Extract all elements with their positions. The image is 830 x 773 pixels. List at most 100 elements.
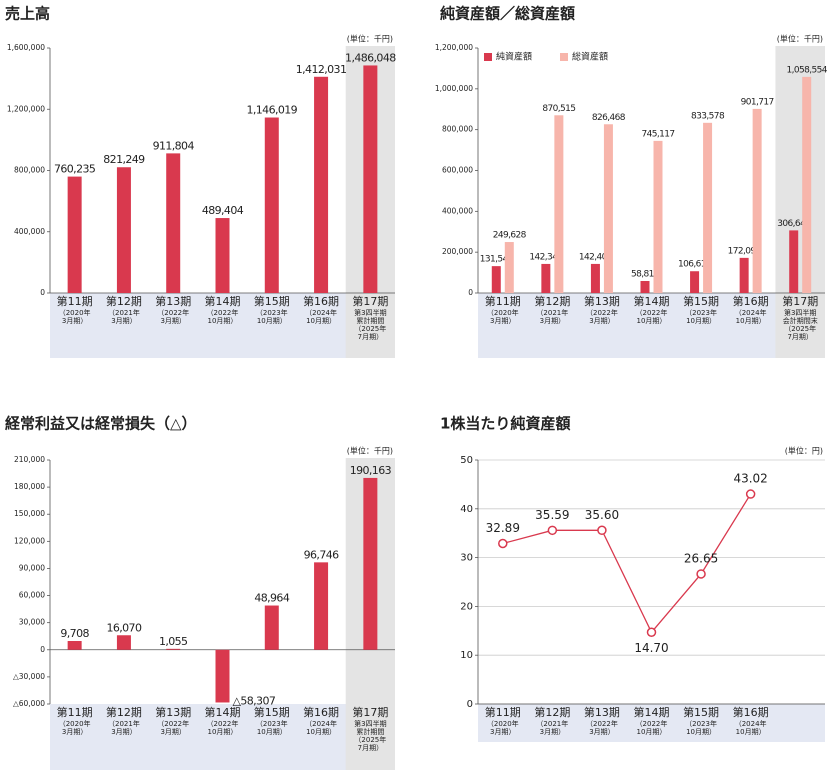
value-label: 306,645	[777, 219, 810, 229]
value-label: 1,058,554	[787, 65, 828, 75]
y-tick-label: 1,000,000	[435, 84, 473, 93]
y-tick-label: 0	[468, 288, 473, 297]
y-tick-label: 50	[460, 455, 473, 466]
value-label: 870,515	[542, 104, 575, 114]
y-tick-label: 1,200,000	[435, 43, 473, 52]
legend-swatch	[560, 53, 568, 61]
bar	[215, 649, 230, 703]
x-tick-label: 第17期 第3四半期 累計期間 （2025年 7月期）	[352, 295, 389, 341]
y-tick-label: 800,000	[442, 125, 473, 134]
value-label: 489,404	[202, 204, 244, 217]
value-label: 142,343	[529, 252, 562, 262]
unit-label: (単位：円)	[785, 446, 823, 456]
bar	[264, 605, 279, 650]
bar	[363, 65, 378, 293]
x-tick-label: 第13期 （2022年 3月期）	[155, 295, 192, 325]
y-tick-label: 0	[40, 645, 45, 654]
value-label: 821,249	[103, 153, 145, 166]
y-tick-label: 0	[467, 699, 473, 710]
y-tick-label: 1,600,000	[7, 43, 45, 52]
value-label: 1,486,048	[345, 51, 396, 64]
y-tick-label: 40	[460, 504, 473, 515]
bar	[264, 117, 279, 293]
value-label: 901,717	[741, 97, 774, 107]
category-band	[50, 293, 395, 358]
bar	[314, 562, 329, 650]
x-tick-label: 第15期 （2023年 10月期）	[253, 295, 290, 325]
unit-label: (単位：千円)	[347, 34, 393, 44]
x-tick-label: 第14期 （2022年 10月期）	[633, 295, 670, 325]
bar	[314, 76, 329, 294]
value-label: 142,402	[579, 252, 612, 262]
y-tick-label: 800,000	[14, 166, 45, 175]
value-label: 172,097	[728, 246, 761, 256]
bar	[363, 477, 378, 650]
legend-swatch	[484, 53, 492, 61]
bar	[504, 242, 514, 293]
x-tick-label: 第11期 （2020年 3月期）	[484, 295, 521, 325]
x-tick-label: 第16期 （2024年 10月期）	[303, 295, 340, 325]
x-tick-label: 第16期 （2024年 10月期）	[732, 295, 769, 325]
x-tick-label: 第15期 （2023年 10月期）	[253, 706, 290, 736]
bar	[67, 176, 82, 293]
value-label: 833,578	[691, 111, 725, 121]
value-label: 760,235	[54, 163, 96, 176]
value-label: 1,146,019	[246, 104, 297, 117]
legend-label: 純資産額	[496, 51, 532, 63]
chart-title: 純資産額／総資産額	[440, 5, 575, 23]
value-label: 911,804	[153, 139, 195, 152]
bar	[166, 648, 181, 650]
value-label: 35.59	[535, 508, 569, 522]
value-label: 826,468	[592, 113, 626, 123]
x-tick-label: 第11期 （2020年 3月期）	[484, 706, 521, 736]
x-tick-label: 第15期 （2023年 10月期）	[683, 295, 720, 325]
value-label: 1,055	[159, 635, 188, 648]
x-tick-label: 第16期 （2024年 10月期）	[303, 706, 340, 736]
bar	[541, 263, 551, 293]
value-label: 131,544	[480, 255, 514, 265]
marker	[547, 525, 558, 536]
x-tick-label: 第15期 （2023年 10月期）	[683, 706, 720, 736]
marker	[646, 627, 657, 638]
value-label: 96,746	[304, 548, 339, 561]
x-tick-label: 第12期 （2021年 3月期）	[105, 295, 142, 325]
bar	[802, 76, 812, 293]
bar	[116, 167, 131, 293]
y-tick-label: 200,000	[442, 247, 473, 256]
x-tick-label: 第13期 （2022年 3月期）	[155, 706, 192, 736]
bar	[215, 218, 230, 293]
marker	[696, 569, 706, 579]
x-tick-label: 第12期 （2021年 3月期）	[105, 706, 142, 736]
x-tick-label: 第14期 （2022年 10月期）	[633, 706, 670, 736]
y-tick-label: 180,000	[14, 482, 45, 491]
value-label: 35.60	[585, 508, 619, 522]
value-label: 249,628	[493, 231, 527, 241]
unit-label: (単位：千円)	[347, 446, 393, 456]
bar	[640, 280, 650, 293]
y-tick-label: 150,000	[14, 509, 45, 518]
y-tick-label: 120,000	[14, 536, 45, 545]
value-label: 26.65	[684, 551, 718, 565]
category-band	[50, 704, 395, 770]
value-label: 745,117	[641, 129, 674, 139]
value-label: 16,070	[106, 621, 141, 634]
line	[502, 493, 752, 634]
bar	[690, 271, 700, 293]
x-tick-label: 第17期 第3四半期 累計期間 （2025年 7月期）	[352, 706, 389, 752]
value-label: 1,412,031	[296, 63, 347, 76]
category-band	[478, 293, 825, 358]
marker	[745, 489, 756, 499]
bar	[116, 635, 131, 650]
bar	[653, 140, 663, 293]
bar	[590, 263, 600, 293]
value-label: 43.02	[733, 472, 767, 486]
y-tick-label: △30,000	[13, 672, 45, 681]
bar	[491, 266, 501, 293]
category-band	[478, 704, 825, 742]
value-label: 48,964	[254, 592, 289, 605]
y-tick-label: 600,000	[442, 166, 473, 175]
value-label: 190,163	[350, 464, 392, 477]
y-tick-label: 10	[460, 650, 473, 661]
